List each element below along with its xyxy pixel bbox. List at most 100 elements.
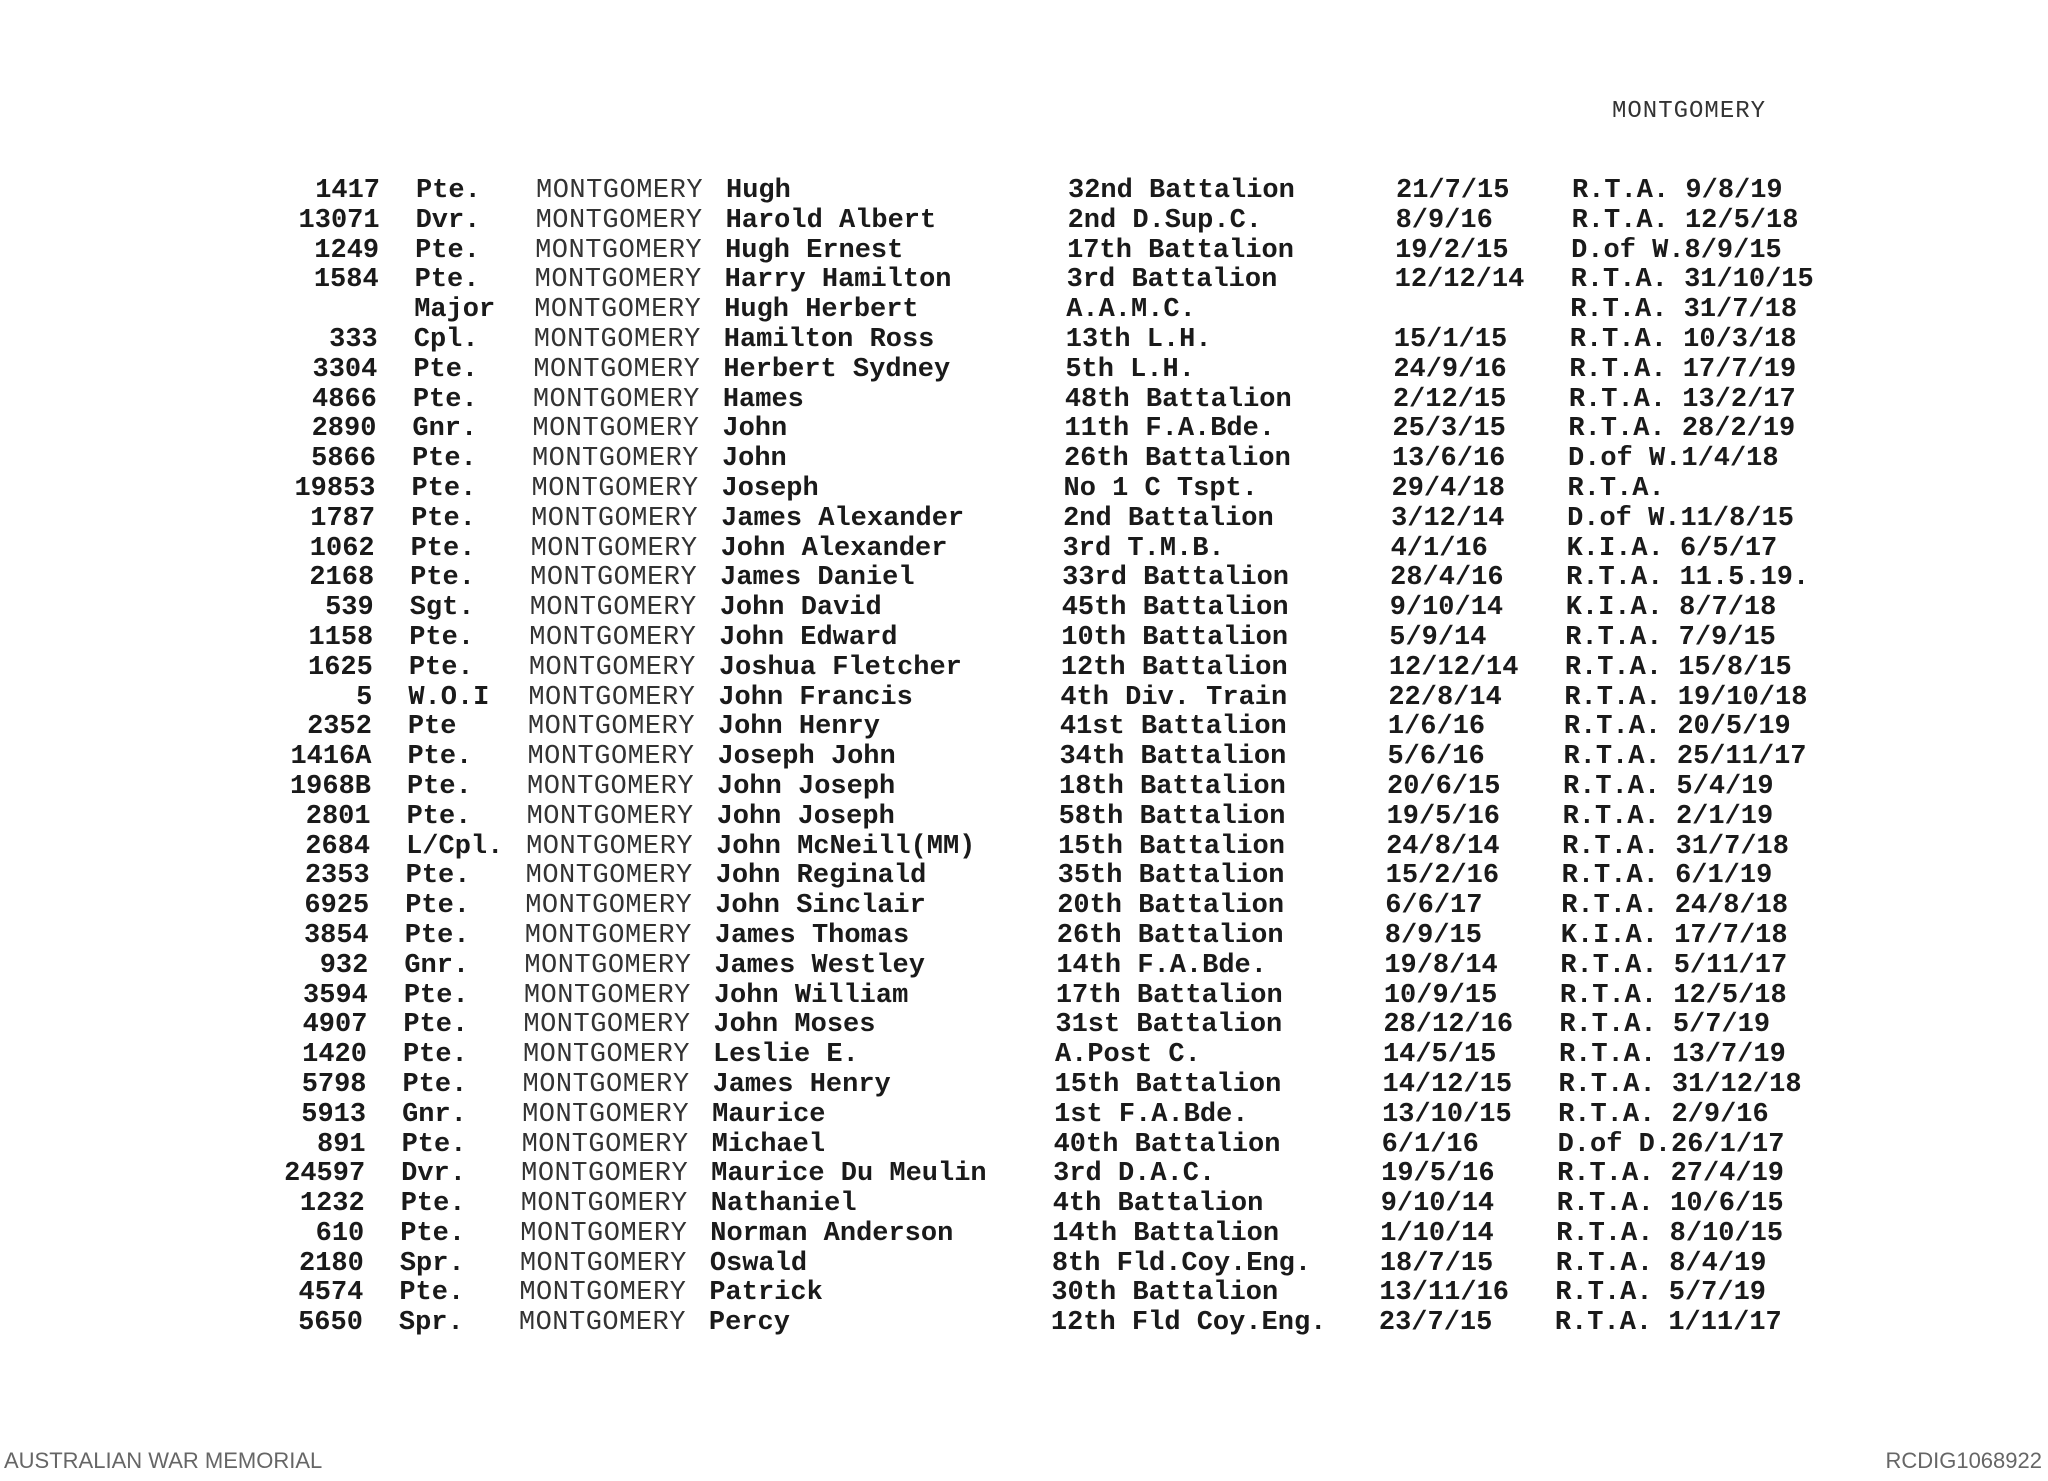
enlistment-date: 21/7/15 bbox=[1396, 176, 1510, 206]
unit: 12th Fld Coy.Eng. bbox=[1050, 1308, 1327, 1339]
given-names: John William bbox=[713, 980, 909, 1011]
record-row: 539 Sgt. MONTGOMERY John David 45th Battalio… bbox=[0, 593, 2042, 623]
fate: R.T.A. 28/2/19 bbox=[1568, 414, 1796, 445]
fate: R.T.A. 12/5/18 bbox=[1571, 205, 1799, 236]
fate: R.T.A. 17/7/19 bbox=[1569, 354, 1797, 385]
service-number: 1416A bbox=[290, 742, 372, 773]
enlistment-date: 13/11/16 bbox=[1379, 1278, 1509, 1309]
given-names: Joseph bbox=[721, 473, 819, 504]
page-heading: MONTGOMERY bbox=[1612, 98, 1767, 125]
given-names: John bbox=[721, 444, 787, 475]
surname: MONTGOMERY bbox=[524, 950, 692, 981]
service-number: 2353 bbox=[304, 861, 370, 892]
unit: 2nd D.Sup.C. bbox=[1067, 205, 1262, 236]
fate: R.T.A. 11.5.19. bbox=[1566, 563, 1810, 594]
service-number: 1625 bbox=[308, 652, 373, 683]
fate: R.T.A. 5/7/19 bbox=[1559, 1010, 1771, 1041]
surname: MONTGOMERY bbox=[527, 742, 695, 773]
fate: R.T.A. 7/9/15 bbox=[1565, 622, 1776, 653]
service-number: 2801 bbox=[305, 801, 371, 832]
given-names: Harold Albert bbox=[725, 205, 937, 236]
service-number: 3304 bbox=[312, 354, 378, 385]
fate: R.T.A. 13/2/17 bbox=[1568, 384, 1796, 415]
service-number: 333 bbox=[329, 324, 378, 355]
fate: D.of W.11/8/15 bbox=[1567, 503, 1794, 534]
unit: 14th F.A.Bde. bbox=[1056, 950, 1267, 981]
service-number: 1584 bbox=[313, 265, 379, 296]
rank: Gnr. bbox=[404, 950, 470, 981]
record-row: 1787 Pte. MONTGOMERY James Alexander 2nd Bat… bbox=[0, 504, 2043, 534]
fate: R.T.A. 20/5/19 bbox=[1563, 712, 1791, 743]
fate: R.T.A. bbox=[1567, 473, 1665, 504]
record-row: 2353 Pte. MONTGOMERY John Reginald 35th Batt… bbox=[0, 861, 2038, 891]
service-number: 1420 bbox=[302, 1040, 367, 1071]
service-number: 5866 bbox=[311, 444, 376, 475]
unit: 10th Battalion bbox=[1061, 622, 1289, 653]
fate: R.T.A. 31/12/18 bbox=[1558, 1069, 1802, 1100]
enlistment-date: 28/12/16 bbox=[1383, 1010, 1514, 1041]
service-number: 2168 bbox=[309, 563, 375, 594]
record-row: 2180 Spr. MONTGOMERY Oswald 8th Fld.Coy.Eng.… bbox=[0, 1249, 2032, 1279]
surname: MONTGOMERY bbox=[520, 1189, 688, 1220]
record-row: 2890 Gnr. MONTGOMERY John 11th F.A.Bde. 25/3/… bbox=[0, 414, 2044, 444]
surname: MONTGOMERY bbox=[535, 205, 703, 236]
fate: R.T.A. 5/11/17 bbox=[1560, 950, 1788, 981]
service-number: 24597 bbox=[284, 1159, 366, 1190]
given-names: John Sinclair bbox=[715, 891, 926, 922]
enlistment-date: 6/1/16 bbox=[1381, 1129, 1479, 1160]
given-names: Norman Anderson bbox=[710, 1218, 954, 1249]
rank: Pte. bbox=[403, 1010, 469, 1041]
unit: 26th Battalion bbox=[1063, 444, 1291, 475]
fate: R.T.A. 8/4/19 bbox=[1555, 1248, 1767, 1279]
record-row: 1416A Pte. MONTGOMERY Joseph John 34th Batta… bbox=[0, 742, 2039, 772]
fate: R.T.A. 6/1/19 bbox=[1561, 861, 1773, 892]
rank: Pte. bbox=[401, 1129, 467, 1160]
record-row: 13071 Dvr. MONTGOMERY Harold Albert 2nd D.Su… bbox=[0, 206, 2048, 236]
fate: R.T.A. 10/3/18 bbox=[1569, 324, 1797, 355]
service-number: 4907 bbox=[302, 1010, 368, 1041]
surname: MONTGOMERY bbox=[523, 1010, 691, 1041]
record-row: 3304 Pte. MONTGOMERY Herbert Sydney 5th L.H.… bbox=[0, 355, 2045, 385]
unit: 18th Battalion bbox=[1059, 771, 1286, 802]
record-row: 2168 Pte. MONTGOMERY James Daniel 33rd Batta… bbox=[0, 563, 2042, 593]
unit: 15th Battalion bbox=[1058, 831, 1285, 862]
enlistment-date: 25/3/15 bbox=[1392, 414, 1506, 445]
surname: MONTGOMERY bbox=[527, 771, 695, 802]
fate: R.T.A. 8/10/15 bbox=[1556, 1218, 1784, 1249]
rank: Pte. bbox=[413, 354, 479, 385]
surname: MONTGOMERY bbox=[521, 1159, 689, 1190]
record-row: 5866 Pte. MONTGOMERY John 26th Battalion 13/6… bbox=[0, 444, 2044, 474]
service-number: 13071 bbox=[298, 205, 380, 236]
rank: L/Cpl. bbox=[406, 831, 504, 862]
fate: R.T.A. 31/7/18 bbox=[1570, 295, 1798, 326]
enlistment-date: 1/6/16 bbox=[1387, 712, 1486, 743]
record-row: 2684 L/Cpl. MONTGOMERY John McNeill(MM) 15th… bbox=[0, 832, 2038, 862]
service-number: 932 bbox=[319, 950, 369, 981]
given-names: John bbox=[722, 414, 788, 445]
rank: Pte. bbox=[411, 473, 477, 504]
service-number: 2890 bbox=[311, 414, 377, 445]
unit: 4th Battalion bbox=[1052, 1189, 1264, 1220]
record-row: 1158 Pte. MONTGOMERY John Edward 10th Battal… bbox=[0, 623, 2041, 653]
unit: 26th Battalion bbox=[1056, 920, 1284, 951]
record-row: 1417 Pte. MONTGOMERY Hugh 32nd Battalion 21/7… bbox=[0, 176, 2048, 206]
given-names: John David bbox=[719, 593, 882, 624]
fate: R.T.A. 1/11/17 bbox=[1554, 1308, 1782, 1339]
service-number: 1062 bbox=[309, 533, 375, 564]
given-names: Patrick bbox=[709, 1278, 823, 1309]
given-names: Herbert Sydney bbox=[723, 354, 951, 385]
rank: W.O.I bbox=[408, 682, 490, 713]
fate: R.T.A. 15/8/15 bbox=[1564, 652, 1792, 683]
enlistment-date: 10/9/15 bbox=[1383, 980, 1498, 1011]
record-row: 610 Pte. MONTGOMERY Norman Anderson 14th Bat… bbox=[0, 1219, 2032, 1249]
given-names: Hames bbox=[722, 384, 804, 415]
rank: Dvr. bbox=[415, 205, 481, 236]
fate: K.I.A. 17/7/18 bbox=[1560, 920, 1788, 951]
unit: 31st Battalion bbox=[1055, 1010, 1283, 1041]
rank: Gnr. bbox=[412, 414, 478, 445]
unit: 34th Battalion bbox=[1059, 742, 1287, 773]
unit: 58th Battalion bbox=[1058, 801, 1286, 832]
service-number: 891 bbox=[317, 1129, 366, 1160]
surname: MONTGOMERY bbox=[518, 1308, 686, 1339]
surname: MONTGOMERY bbox=[532, 384, 700, 415]
